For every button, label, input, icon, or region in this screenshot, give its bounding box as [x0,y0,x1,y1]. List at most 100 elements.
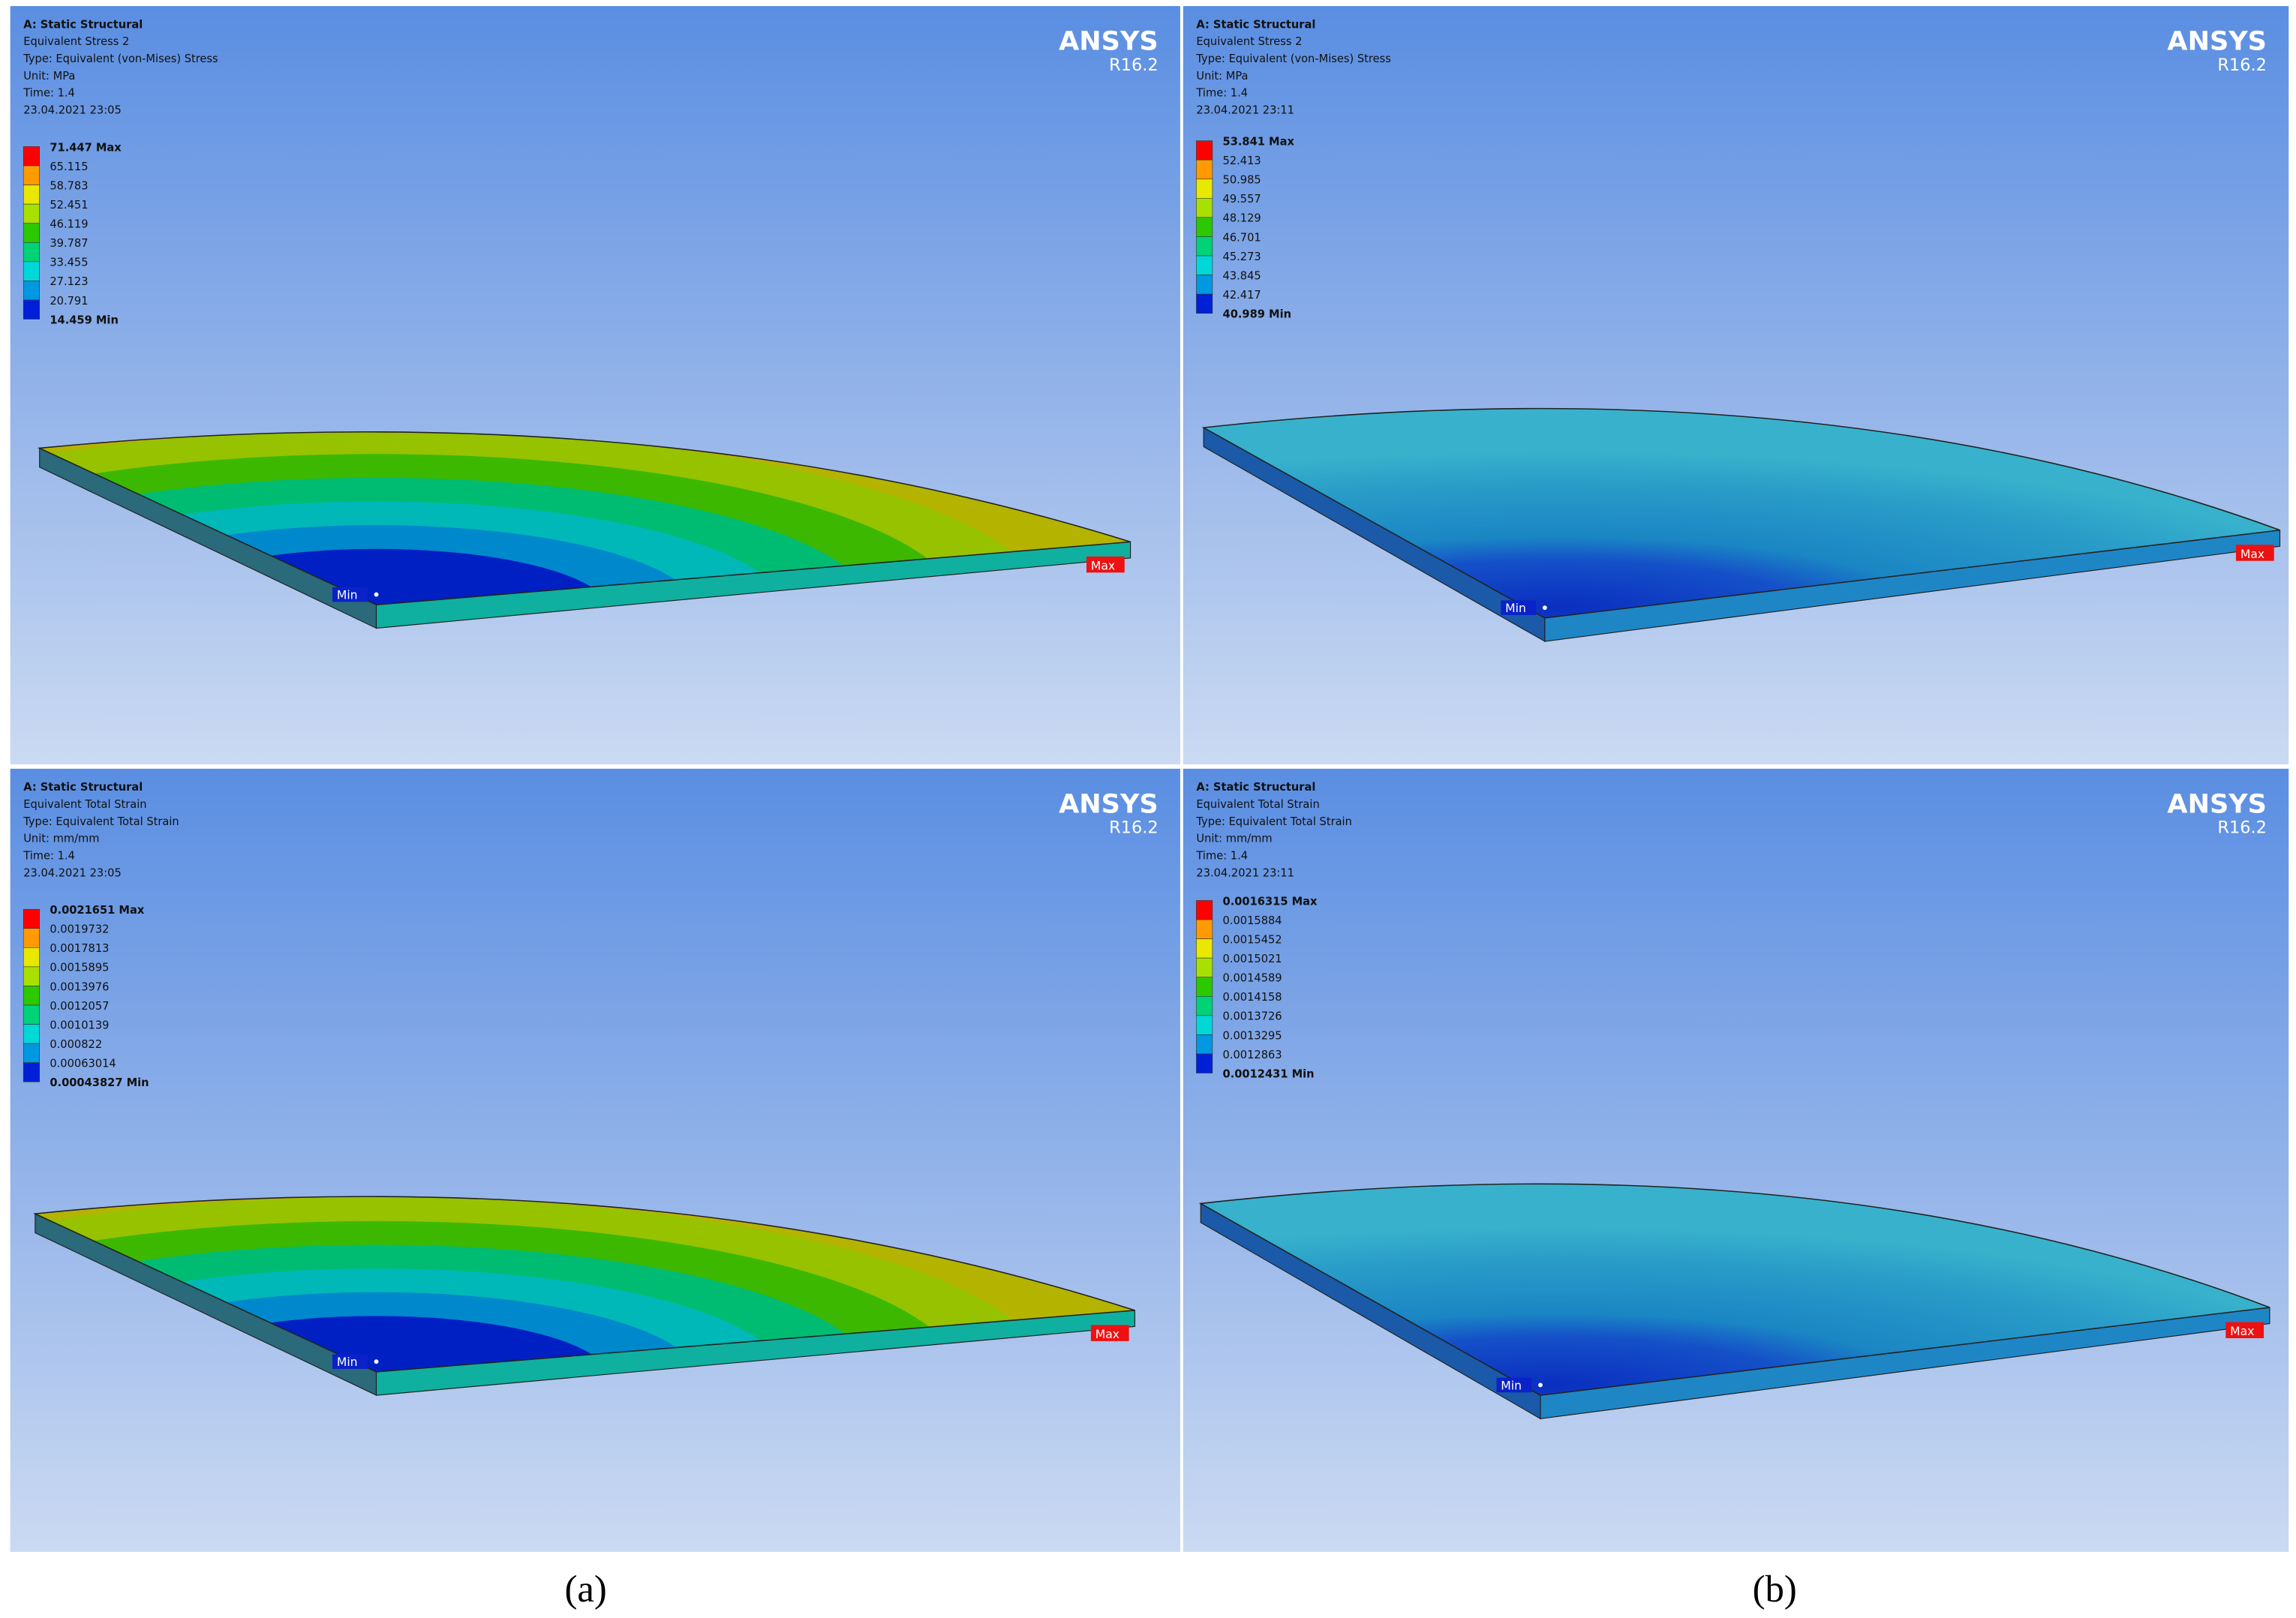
legend-swatch [1196,1034,1213,1055]
brand: ANSYS [1059,788,1159,819]
legend-value: 0.0015452 [1223,933,1282,946]
legend-swatch [23,146,40,167]
result-header: Time: 1.4 [1195,849,1248,862]
model-outline [37,431,1131,606]
legend-value: 46.701 [1223,231,1261,244]
max-probe-label: Max [1091,559,1115,572]
legend-swatch [23,908,40,929]
min-probe [1501,600,1537,615]
result-panel: Min Max A: Static Structural Equivalent Str… [1183,6,2289,764]
legend-value: 14.459 Min [50,314,119,326]
legend-swatch [23,1043,40,1063]
legend-swatch [1196,919,1213,939]
viewport-background [1183,6,2289,764]
legend-swatch [1196,159,1213,180]
legend-value: 0.0013295 [1223,1029,1282,1042]
legend-value: 48.129 [1223,212,1261,225]
result-header: Unit: mm/mm [1196,833,1272,845]
max-probe [2235,545,2274,561]
version: R16.2 [1109,56,1159,75]
result-header: 23.04.2021 23:11 [1196,866,1294,879]
model-outline [32,1196,1135,1373]
model-outline [1198,1183,2270,1396]
legend-value: 27.123 [50,275,88,288]
result-header: Time: 1.4 [23,87,75,100]
version: R16.2 [2217,818,2267,838]
legend-swatch [23,299,40,320]
result-header: Equivalent Stress 2 [23,35,129,48]
result-header: Equivalent Total Strain [23,798,146,811]
max-probe-label: Max [1095,1328,1119,1341]
version: R16.2 [2217,56,2267,75]
max-probe [1090,1325,1129,1341]
legend-value: 0.0015021 [1223,953,1282,965]
model-contour [1204,408,2280,618]
legend-value: 71.447 Max [50,141,122,154]
legend-swatch [23,242,40,263]
legend-swatch [23,966,40,986]
legend-value: 0.0012057 [50,1000,109,1013]
result-header: A: Static Structural [23,18,143,31]
result-header: A: Static Structural [1196,18,1315,31]
result-header: Unit: MPa [1196,70,1248,83]
result-header: Equivalent Total Strain [1196,798,1319,811]
legend-swatch [1196,938,1213,959]
model-top-face [1204,408,2280,618]
legend-swatch [1196,1053,1213,1073]
brand: ANSYS [2167,26,2267,57]
caption: (a) [564,1568,606,1610]
result-header: Type: Equivalent (von-Mises) Stress [1195,53,1390,65]
legend-value: 0.0012863 [1223,1049,1282,1061]
result-header: Unit: mm/mm [23,833,99,845]
legend-swatch [23,223,40,243]
min-probe [332,587,368,602]
result-header: Time: 1.4 [23,849,75,862]
max-probe-label: Max [2240,548,2264,561]
result-header: Type: Equivalent (von-Mises) Stress [23,53,218,65]
legend-swatch [1196,900,1213,920]
legend-value: 0.0015884 [1223,914,1282,927]
legend-value: 42.417 [1223,289,1261,302]
result-panel: Min Max A: Static Structural Equivalent Tot… [1183,768,2289,1552]
model-top-face [1201,1184,2270,1396]
legend-swatch [23,281,40,301]
legend-swatch [23,203,40,224]
legend-value: 0.0013726 [1223,1010,1282,1023]
legend-swatch [1196,179,1213,199]
result-header: 23.04.2021 23:05 [23,104,122,117]
model-outline [1201,407,2280,619]
brand: ANSYS [1059,26,1159,57]
min-probe-label: Min [337,1355,358,1369]
legend-value: 0.0021651 Max [50,904,144,917]
legend-value: 0.0013976 [50,980,109,993]
result-header: A: Static Structural [23,781,143,794]
viewport-background [10,6,1180,764]
legend-swatch [1196,977,1213,997]
legend-swatch [1196,198,1213,218]
legend-value: 0.0019732 [50,923,109,936]
version: R16.2 [1109,818,1159,838]
legend-value: 0.0015895 [50,962,109,974]
viewport-background [10,768,1180,1552]
min-probe-label: Min [1501,1379,1522,1392]
legend-swatch [1196,236,1213,257]
result-header: A: Static Structural [1196,781,1315,794]
legend-value: 0.0012431 Min [1223,1067,1315,1080]
legend-value: 0.00043827 Min [50,1076,149,1089]
result-header: Type: Equivalent Total Strain [23,815,179,828]
viewport-background [1183,768,2289,1552]
result-header: Unit: MPa [23,70,75,83]
legend-swatch [1196,140,1213,161]
legend-value: 40.989 Min [1223,308,1292,321]
legend-value: 0.0010139 [50,1019,109,1031]
result-header: 23.04.2021 23:11 [1196,104,1294,117]
result-header: Time: 1.4 [1195,87,1248,100]
legend-swatch [1196,217,1213,237]
min-probe-label: Min [337,588,358,602]
legend-value: 50.985 [1223,174,1261,187]
legend-value: 43.845 [1223,269,1261,282]
legend-swatch [1196,996,1213,1016]
max-probe [2225,1322,2264,1338]
